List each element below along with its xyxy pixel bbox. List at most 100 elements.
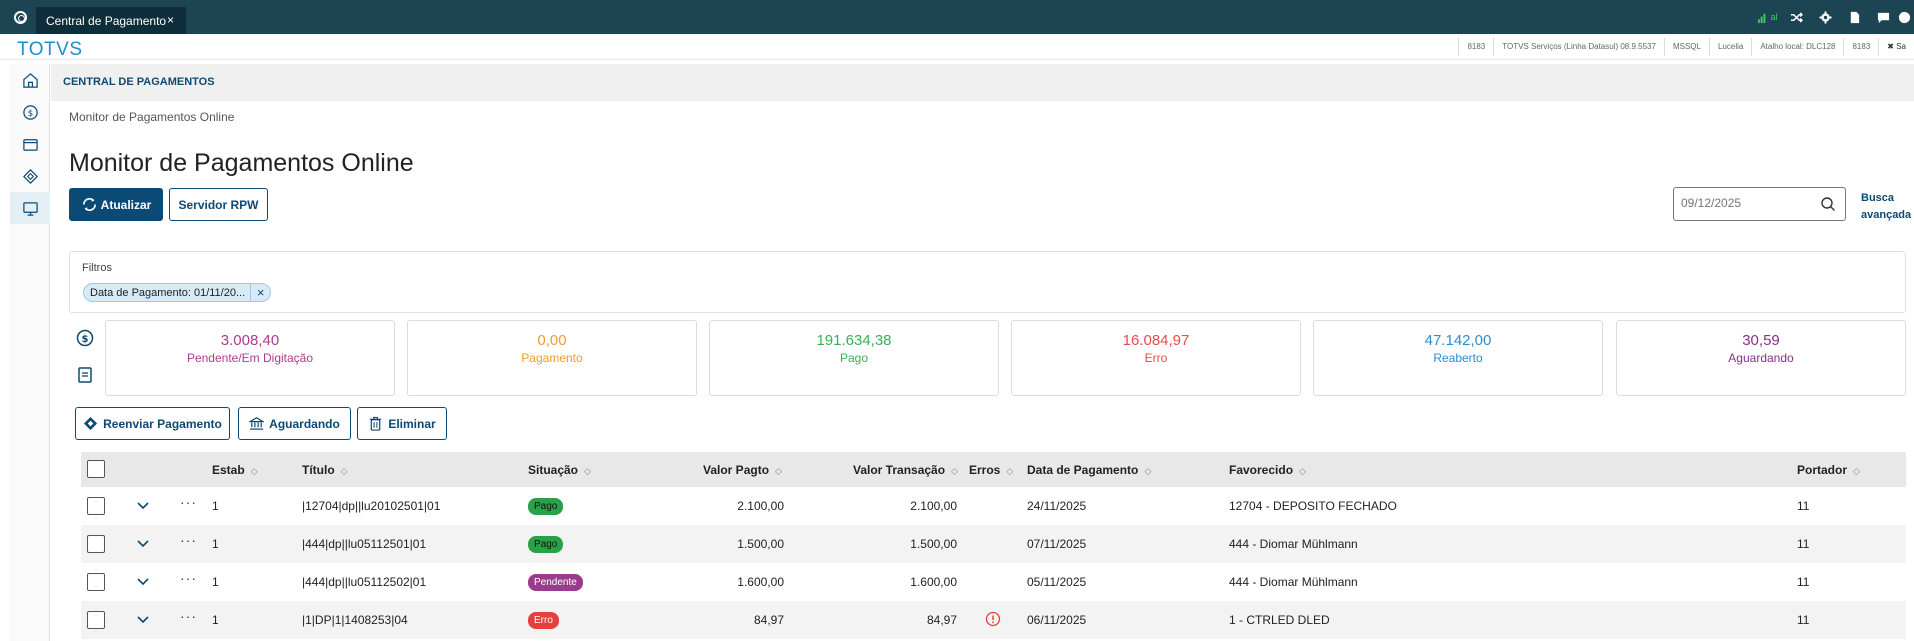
sort-icon: ◇ <box>340 466 348 476</box>
card-pago[interactable]: 191.634,38 Pago <box>709 320 999 396</box>
home-icon <box>22 72 38 88</box>
server-rpw-button[interactable]: Servidor RPW <box>169 188 268 221</box>
select-all-checkbox[interactable] <box>87 460 105 478</box>
table-row[interactable]: ··· 1 |1|DP|1|1408253|04 Erro 84,97 84,9… <box>81 601 1906 639</box>
card-value: 191.634,38 <box>816 332 892 349</box>
top-bar: Central de Pagamento × al <box>0 0 1914 34</box>
card-pagamento[interactable]: 0,00 Pagamento <box>407 320 697 396</box>
cell-estab: 1 <box>212 613 219 627</box>
waiting-label: Aguardando <box>269 416 340 431</box>
cell-valor-pagto: 2.100,00 <box>737 499 784 513</box>
tab-close-icon[interactable]: × <box>166 13 174 27</box>
cell-titulo: |12704|dp||lu20102501|01 <box>302 499 441 513</box>
gear-icon[interactable] <box>1811 0 1840 34</box>
card-label: Pagamento <box>521 351 583 365</box>
advanced-search-line2: avançada <box>1861 209 1912 221</box>
chat-icon[interactable] <box>1869 0 1898 34</box>
card-reaberto[interactable]: 47.142,00 Reaberto <box>1313 320 1603 396</box>
row-checkbox[interactable] <box>87 573 105 591</box>
info-user: Lucelia <box>1708 38 1751 56</box>
cell-data-pagamento: 05/11/2025 <box>1027 575 1087 589</box>
brand-bar: TOTVS 8183 TOTVS Serviços (Linha Datasul… <box>0 34 1914 60</box>
cell-data-pagamento: 06/11/2025 <box>1027 613 1087 627</box>
header-titulo[interactable]: Título ◇ <box>302 463 348 477</box>
tab-central-pagamento[interactable]: Central de Pagamento × <box>36 7 186 34</box>
signal-icon[interactable]: al <box>1753 0 1782 34</box>
currency-icon[interactable]: $ <box>76 329 94 347</box>
header-portador[interactable]: Portador ◇ <box>1797 463 1860 477</box>
header-favorecido[interactable]: Favorecido ◇ <box>1229 463 1306 477</box>
breadcrumb[interactable]: Monitor de Pagamentos Online <box>69 110 235 124</box>
document-icon[interactable] <box>1840 0 1869 34</box>
card-erro[interactable]: 16.084,97 Erro <box>1011 320 1301 396</box>
svg-text:$: $ <box>82 334 89 345</box>
sidebar-item-payments[interactable]: $ <box>10 96 50 128</box>
header-valor-transacao[interactable]: Valor Transação ◇ <box>853 463 958 477</box>
cell-portador: 11 <box>1797 575 1810 589</box>
more-options-icon[interactable]: ··· <box>180 532 197 548</box>
filters-label: Filtros <box>82 262 112 274</box>
totvs-logo: TOTVS <box>17 39 83 60</box>
error-info-icon[interactable] <box>985 611 1001 627</box>
sort-icon: ◇ <box>1006 466 1014 476</box>
table-row[interactable]: ··· 1 |444|dp||lu05112501|01 Pago 1.500,… <box>81 525 1906 563</box>
filter-chip-payment-date[interactable]: Data de Pagamento: 01/11/20... × <box>83 283 272 302</box>
more-options-icon[interactable]: ··· <box>180 570 197 586</box>
svg-text:$: $ <box>27 108 32 118</box>
delete-button[interactable]: Eliminar <box>357 407 447 440</box>
payment-date-search[interactable] <box>1673 187 1846 221</box>
status-badge: Pago <box>528 536 564 553</box>
header-valor-pagto[interactable]: Valor Pagto ◇ <box>703 463 782 477</box>
status-badge: Pago <box>528 498 564 515</box>
search-icon[interactable] <box>1820 196 1836 212</box>
sidebar-item-diamond[interactable] <box>10 160 50 192</box>
shuffle-icon[interactable] <box>1782 0 1811 34</box>
refresh-button[interactable]: Atualizar <box>69 188 163 221</box>
more-options-icon[interactable]: ··· <box>180 608 197 624</box>
app-logo-icon[interactable] <box>14 11 27 24</box>
chevron-down-icon[interactable] <box>136 499 150 513</box>
notes-icon[interactable] <box>76 366 94 384</box>
waiting-button[interactable]: Aguardando <box>238 407 351 440</box>
sort-icon: ◇ <box>250 466 258 476</box>
table-row[interactable]: ··· 1 |12704|dp||lu20102501|01 Pago 2.10… <box>81 487 1906 525</box>
diamond-icon <box>22 168 38 184</box>
help-icon[interactable] <box>1898 0 1914 34</box>
filter-chip-close-icon[interactable]: × <box>250 284 270 301</box>
status-badge: Pendente <box>528 574 583 591</box>
row-checkbox[interactable] <box>87 611 105 629</box>
table-row[interactable]: ··· 1 |444|dp||lu05112502|01 Pendente 1.… <box>81 563 1906 601</box>
sort-icon: ◇ <box>1144 466 1152 476</box>
resend-payment-label: Reenviar Pagamento <box>103 416 222 431</box>
chevron-down-icon[interactable] <box>136 613 150 627</box>
signal-label: al <box>1770 12 1778 22</box>
chevron-down-icon[interactable] <box>136 575 150 589</box>
cell-favorecido: 1 - CTRLED DLED <box>1229 613 1330 627</box>
sidebar-item-monitor[interactable] <box>10 192 50 224</box>
info-code: 8183 <box>1843 38 1878 56</box>
more-options-icon[interactable]: ··· <box>180 494 197 510</box>
server-rpw-label: Servidor RPW <box>178 197 259 212</box>
header-data-pagamento[interactable]: Data de Pagamento ◇ <box>1027 463 1151 477</box>
header-situacao[interactable]: Situação ◇ <box>528 463 591 477</box>
trash-icon <box>370 416 382 431</box>
row-checkbox[interactable] <box>87 535 105 553</box>
sidebar-item-home[interactable] <box>10 64 50 96</box>
card-aguardando[interactable]: 30,59 Aguardando <box>1616 320 1906 396</box>
header-estab[interactable]: Estab ◇ <box>212 463 258 477</box>
date-search-input[interactable] <box>1674 188 1804 218</box>
header-erros[interactable]: Erros ◇ <box>969 463 1013 477</box>
advanced-search-link[interactable]: Busca avançada <box>1861 190 1911 224</box>
logout-link[interactable]: ✖ Sa <box>1878 38 1914 56</box>
cell-data-pagamento: 24/11/2025 <box>1027 499 1087 513</box>
cell-estab: 1 <box>212 575 219 589</box>
sidebar-item-wallet[interactable] <box>10 128 50 160</box>
row-checkbox[interactable] <box>87 497 105 515</box>
chevron-down-icon[interactable] <box>136 537 150 551</box>
header-label: Título <box>302 463 335 477</box>
resend-payment-button[interactable]: Reenviar Pagamento <box>75 407 230 440</box>
sort-icon: ◇ <box>775 466 782 476</box>
module-title: CENTRAL DE PAGAMENTOS <box>63 76 215 88</box>
card-value: 16.084,97 <box>1122 332 1190 349</box>
card-pendente[interactable]: 3.008,40 Pendente/Em Digitação <box>105 320 395 396</box>
